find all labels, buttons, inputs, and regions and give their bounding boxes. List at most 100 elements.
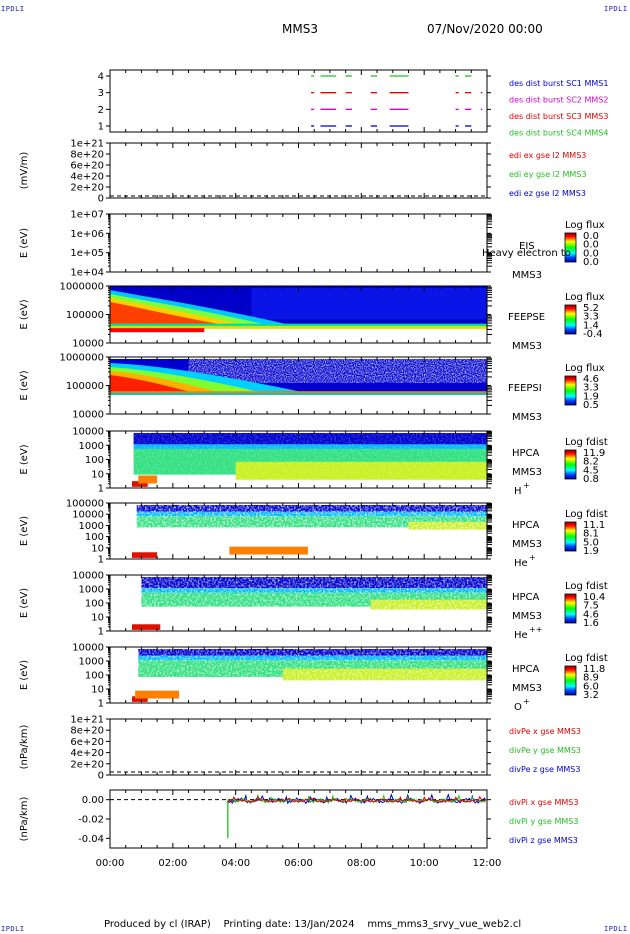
legend-entry-divpi: divPi x gse MMS3 [509, 798, 578, 807]
y-tick-label-hpca_he: 100 [85, 532, 104, 543]
colorbar-hpca_h [564, 449, 577, 480]
spacecraft-label-hpca_hepp: MMS3 [512, 611, 542, 622]
x-tick-label: 02:00 [158, 858, 187, 869]
colorbar-tick-label-eis: 0.0 [583, 231, 599, 242]
footer: Produced by cl (IRAP) Printing date: 13/… [104, 919, 521, 930]
spectrogram-hpca_he [131, 503, 487, 559]
legend-entry-burst: des dist burst SC4 MMS4 [509, 129, 608, 138]
y-tick-label-divpi: 0.00 [82, 795, 104, 806]
colorbar-hpca_he [564, 521, 577, 552]
y-axis-label-divpe: (nPa/km) [19, 725, 30, 770]
colorbar-tick-label-feepsi: 4.6 [583, 374, 599, 385]
colorbar-eis [564, 232, 577, 263]
species-label-hpca_h: H [514, 486, 522, 497]
divpi-trace-red [227, 795, 486, 804]
divpi-trace-green [227, 793, 487, 804]
y-axis-label-hpca_he: E (eV) [19, 516, 30, 546]
species-charge-hpca_o: + [523, 697, 530, 706]
y-axis-label-hpca_h: E (eV) [19, 444, 30, 474]
colorbar-title-hpca_o: Log fdist [565, 653, 608, 664]
colorbar-tick-label-hpca_he: 11.1 [583, 520, 605, 531]
legend-entry-burst: des dist burst SC1 MMS1 [509, 79, 608, 88]
instrument-label-hpca_hepp: HPCA [512, 592, 540, 603]
y-tick-label-hpca_o: 100 [85, 671, 104, 682]
y-tick-label-divpi: -0.02 [78, 815, 104, 826]
colorbar-tick-label-feepse: -0.4 [583, 329, 603, 340]
y-tick-label-hpca_o: 1 [98, 699, 104, 710]
x-tick-label: 10:00 [410, 858, 439, 869]
y-axis-label-eis: E (eV) [19, 228, 30, 258]
instrument-label-feepsi: FEEPSI [508, 383, 542, 394]
corner-label-bottom-right: IPDLI [604, 925, 628, 933]
footer-produced-by: Produced by cl (IRAP) [104, 919, 211, 930]
y-tick-label-edi: 8e+20 [70, 150, 104, 161]
y-tick-label-hpca_o: 10 [91, 685, 104, 696]
colorbar-tick-label-feepsi: 1.9 [583, 391, 599, 402]
y-tick-label-hpca_hepp: 1000 [79, 585, 104, 596]
colorbar-tick-label-feepsi: 0.5 [583, 400, 599, 411]
y-axis-label-feepsi: E (eV) [19, 370, 30, 400]
colorbar-tick-label-hpca_h: 4.5 [583, 465, 599, 476]
legend-entry-divpi: divPi y gse MMS3 [509, 817, 578, 826]
colorbar-tick-label-hpca_h: 0.8 [583, 474, 599, 485]
species-charge-hpca_h: + [523, 481, 530, 490]
spectrogram-hpca_hepp [131, 575, 487, 631]
y-tick-label-hpca_he: 1 [98, 555, 104, 566]
colorbar-hpca_o [564, 665, 577, 696]
y-tick-label-edi: 6e+20 [70, 161, 104, 172]
colorbar-tick-label-hpca_hepp: 4.6 [583, 609, 599, 620]
y-tick-label-hpca_h: 1 [98, 484, 104, 495]
colorbar-tick-label-eis: 0.0 [583, 240, 599, 251]
y-tick-label-feepse: 100000 [66, 310, 104, 321]
colorbar-title-eis: Log flux [565, 220, 605, 231]
colorbar-tick-label-hpca_he: 1.9 [583, 546, 599, 557]
instrument-label-hpca_o: HPCA [512, 664, 540, 675]
y-tick-label-hpca_he: 10000 [72, 510, 104, 521]
y-tick-label-edi: 1e+21 [70, 139, 104, 150]
y-tick-label-hpca_he: 1000 [79, 521, 104, 532]
spacecraft-label-feepse: MMS3 [512, 341, 542, 352]
y-tick-label-hpca_h: 100 [85, 455, 104, 466]
colorbar-tick-label-feepse: 3.3 [583, 312, 599, 323]
y-tick-label-feepse: 10000 [72, 339, 104, 350]
colorbar-tick-label-hpca_h: 11.9 [583, 448, 605, 459]
y-tick-label-divpe: 2e+20 [70, 759, 104, 770]
y-tick-label-edi: 2e+20 [70, 183, 104, 194]
spacecraft-label-feepsi: MMS3 [512, 412, 542, 423]
y-tick-label-eis: 1e+04 [70, 268, 104, 279]
y-axis-label-divpi: (nPa/km) [19, 797, 30, 842]
panel-frame-edi [109, 142, 488, 199]
colorbar-feepse [564, 304, 577, 335]
y-tick-label-feepsi: 10000 [72, 410, 104, 421]
legend-entry-edi: edi ex gse l2 MMS3 [509, 151, 586, 160]
instrument-label-hpca_h: HPCA [512, 448, 540, 459]
y-tick-label-hpca_h: 1000 [79, 441, 104, 452]
y-tick-label-edi: 4e+20 [70, 172, 104, 183]
species-charge-hpca_hepp: ++ [529, 625, 542, 634]
species-label-hpca_he: He [514, 558, 528, 569]
y-tick-label-divpe: 0 [98, 771, 104, 782]
y-tick-label-divpe: 8e+20 [70, 726, 104, 737]
header-spacecraft: MMS3 [282, 22, 318, 36]
colorbar-tick-label-hpca_he: 8.1 [583, 529, 599, 540]
colorbar-hpca_hepp [564, 593, 577, 624]
y-axis-label-edi: (mV/m) [19, 152, 30, 190]
legend-entry-edi: edi ez gse l2 MMS3 [509, 189, 586, 198]
colorbar-tick-label-hpca_o: 3.2 [583, 690, 599, 701]
legend-entry-burst: des dist burst SC3 MMS3 [509, 112, 608, 121]
y-tick-label-hpca_hepp: 100 [85, 599, 104, 610]
y-tick-label-hpca_o: 1000 [79, 657, 104, 668]
y-tick-label-divpi: -0.04 [78, 834, 104, 845]
spacecraft-label-eis: MMS3 [512, 270, 542, 281]
instrument-label-feepse: FEEPSE [508, 312, 545, 323]
y-tick-label-hpca_h: 10 [91, 469, 104, 480]
colorbar-tick-label-feepsi: 3.3 [583, 383, 599, 394]
panel-frame-divpe [109, 718, 488, 776]
footer-printing-date: Printing date: 13/Jan/2024 [223, 919, 355, 930]
colorbar-tick-label-hpca_o: 11.8 [583, 664, 605, 675]
spectrogram-feepse [110, 286, 487, 333]
corner-label-top-right: IPDLI [604, 5, 628, 13]
x-tick-label: 04:00 [221, 858, 250, 869]
y-tick-label-eis: 1e+05 [70, 248, 104, 259]
